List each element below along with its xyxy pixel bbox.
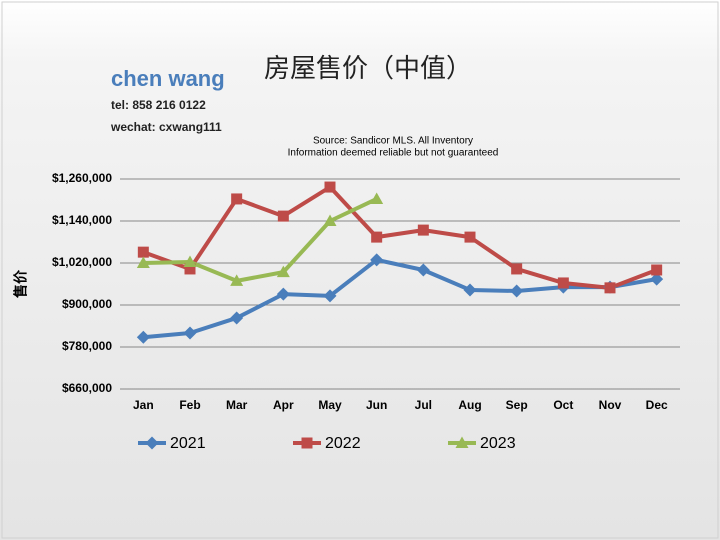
chart-title: 房屋售价（中值） xyxy=(264,53,472,83)
point xyxy=(510,284,524,298)
legend-marker xyxy=(301,437,313,449)
y-axis-label: 售价 xyxy=(13,269,29,299)
y-tick-label: $1,140,000 xyxy=(52,213,112,227)
point xyxy=(416,263,430,277)
x-tick-label: Nov xyxy=(599,398,622,412)
point xyxy=(323,289,337,303)
legend-marker xyxy=(145,436,159,450)
point xyxy=(184,263,196,275)
point xyxy=(230,311,244,325)
x-tick-label: Aug xyxy=(458,398,481,412)
point xyxy=(137,246,149,258)
point xyxy=(276,287,290,301)
point xyxy=(370,192,384,204)
legend-marker xyxy=(455,436,469,448)
legend-label: 2021 xyxy=(170,435,206,452)
point xyxy=(324,181,336,193)
point xyxy=(276,265,290,278)
point xyxy=(277,210,289,222)
y-tick-label: $780,000 xyxy=(62,339,112,353)
point xyxy=(370,253,384,267)
x-tick-label: Mar xyxy=(226,398,248,412)
y-tick-label: $660,000 xyxy=(62,381,112,395)
point xyxy=(323,214,337,226)
point xyxy=(230,274,244,286)
x-tick-label: Apr xyxy=(273,398,294,412)
y-tick-label: $1,260,000 xyxy=(52,171,112,185)
line xyxy=(143,257,658,340)
line xyxy=(143,197,378,283)
line xyxy=(142,185,658,290)
point xyxy=(511,263,523,275)
point xyxy=(136,330,150,344)
y-tick-label: $1,020,000 xyxy=(52,255,112,269)
x-tick-label: Jan xyxy=(133,398,154,412)
point xyxy=(651,264,663,276)
x-tick-label: Feb xyxy=(179,398,200,412)
x-tick-label: Sep xyxy=(506,398,528,412)
x-tick-label: Dec xyxy=(646,398,668,412)
x-tick-label: Oct xyxy=(553,398,573,412)
author-name: chen wang xyxy=(111,66,225,91)
point xyxy=(371,231,383,243)
point xyxy=(464,231,476,243)
point xyxy=(463,283,477,297)
y-tick-label: $900,000 xyxy=(62,297,112,311)
x-tick-label: May xyxy=(318,398,342,412)
point xyxy=(136,256,150,268)
x-tick-label: Jun xyxy=(366,398,387,412)
chart-subtitle: Source: Sandicor MLS. All Inventory xyxy=(313,136,473,147)
x-tick-label: Jul xyxy=(415,398,432,412)
legend-label: 2022 xyxy=(325,435,361,452)
point xyxy=(417,224,429,236)
point xyxy=(650,272,664,286)
point xyxy=(231,193,243,205)
author-tel: tel: 858 216 0122 xyxy=(111,98,206,112)
chart-subtitle: Information deemed reliable but not guar… xyxy=(288,148,499,159)
legend-label: 2023 xyxy=(480,435,516,452)
point xyxy=(183,255,197,267)
point xyxy=(183,326,197,340)
point xyxy=(604,282,616,294)
point xyxy=(557,277,569,289)
author-wechat: wechat: cxwang111 xyxy=(110,120,222,134)
